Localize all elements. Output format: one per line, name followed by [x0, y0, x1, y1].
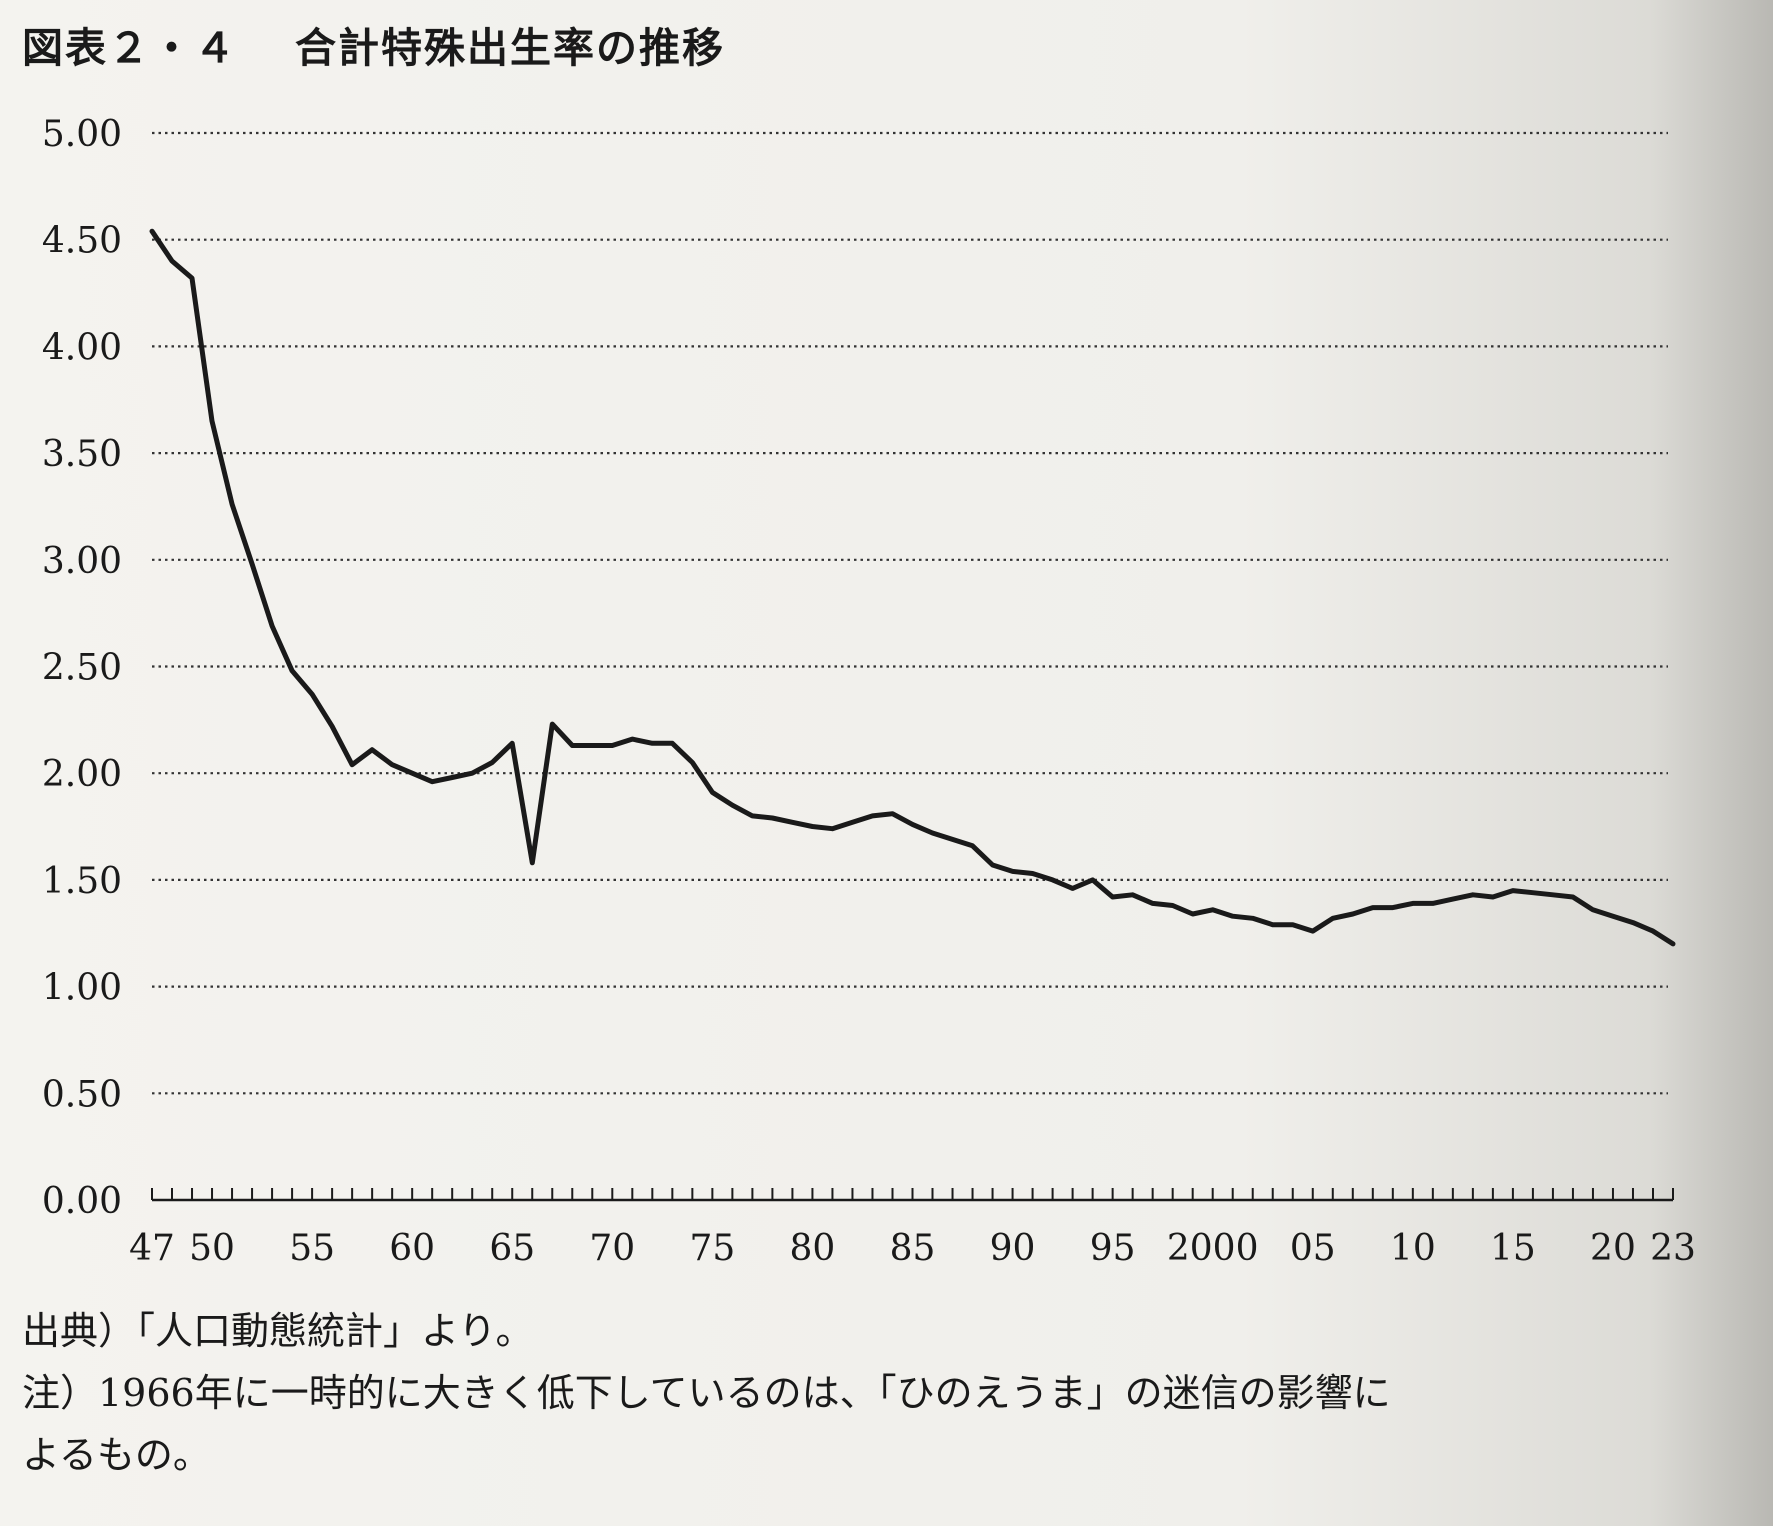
x-tick-label: 20 [1590, 1228, 1636, 1269]
x-axis [151, 1188, 1674, 1202]
y-tick-label: 4.00 [42, 327, 122, 368]
chart-notes: 出典）「人口動態統計」より。 注）1966年に一時的に大きく低下しているのは、「… [22, 1300, 1391, 1486]
x-tick-label: 50 [189, 1228, 235, 1269]
series-total-fertility-rate [149, 228, 1676, 947]
x-tick-label: 90 [990, 1228, 1036, 1269]
y-tick-label: 3.50 [42, 434, 122, 475]
fertility-rate-line-chart: 0.00 0.50 1.00 1.50 2.00 2.50 3.00 3.50 4.00 4.50… [42, 114, 1696, 1269]
x-tick-label: 85 [890, 1228, 936, 1269]
x-axis-tick-labels: 47 50 55 60 65 70 75 80 85 90 95 2000 05 10 15 20 23 [129, 1228, 1696, 1269]
x-tick-label: 10 [1390, 1228, 1436, 1269]
explanatory-note-line-1: 注）1966年に一時的に大きく低下しているのは、「ひのえうま」の迷信の影響に [22, 1371, 1391, 1415]
x-tick-label: 2000 [1167, 1228, 1259, 1269]
y-tick-label: 5.00 [42, 114, 122, 155]
x-tick-label: 55 [289, 1228, 335, 1269]
figure-number: 図表２・４ [22, 24, 237, 72]
y-tick-label: 1.50 [42, 861, 122, 902]
gridlines [152, 131, 1668, 1095]
y-tick-label: 0.00 [42, 1181, 122, 1222]
y-tick-label: 2.50 [42, 648, 122, 689]
y-tick-label: 3.00 [42, 541, 122, 582]
x-tick-label: 05 [1290, 1228, 1336, 1269]
x-tick-label: 75 [689, 1228, 735, 1269]
x-tick-label: 47 [129, 1228, 175, 1269]
y-axis-tick-labels: 0.00 0.50 1.00 1.50 2.00 2.50 3.00 3.50 4.00 4.50… [42, 114, 122, 1222]
series-line [149, 228, 1676, 947]
x-tick-label: 23 [1650, 1228, 1696, 1269]
explanatory-note-line-2: よるもの。 [22, 1433, 211, 1477]
figure-caption: 合計特殊出生率の推移 [295, 24, 725, 72]
x-tick-label: 80 [790, 1228, 836, 1269]
x-tick-label: 60 [389, 1228, 435, 1269]
y-tick-label: 2.00 [42, 754, 122, 795]
x-tick-label: 65 [489, 1228, 535, 1269]
x-tick-label: 15 [1490, 1228, 1536, 1269]
y-tick-label: 0.50 [42, 1074, 122, 1115]
y-tick-label: 4.50 [42, 221, 122, 262]
source-note: 出典）「人口動態統計」より。 [22, 1309, 534, 1353]
y-tick-label: 1.00 [42, 968, 122, 1009]
x-tick-label: 95 [1090, 1228, 1136, 1269]
figure-title: 図表２・４ 合計特殊出生率の推移 [22, 14, 725, 74]
x-tick-label: 70 [589, 1228, 635, 1269]
